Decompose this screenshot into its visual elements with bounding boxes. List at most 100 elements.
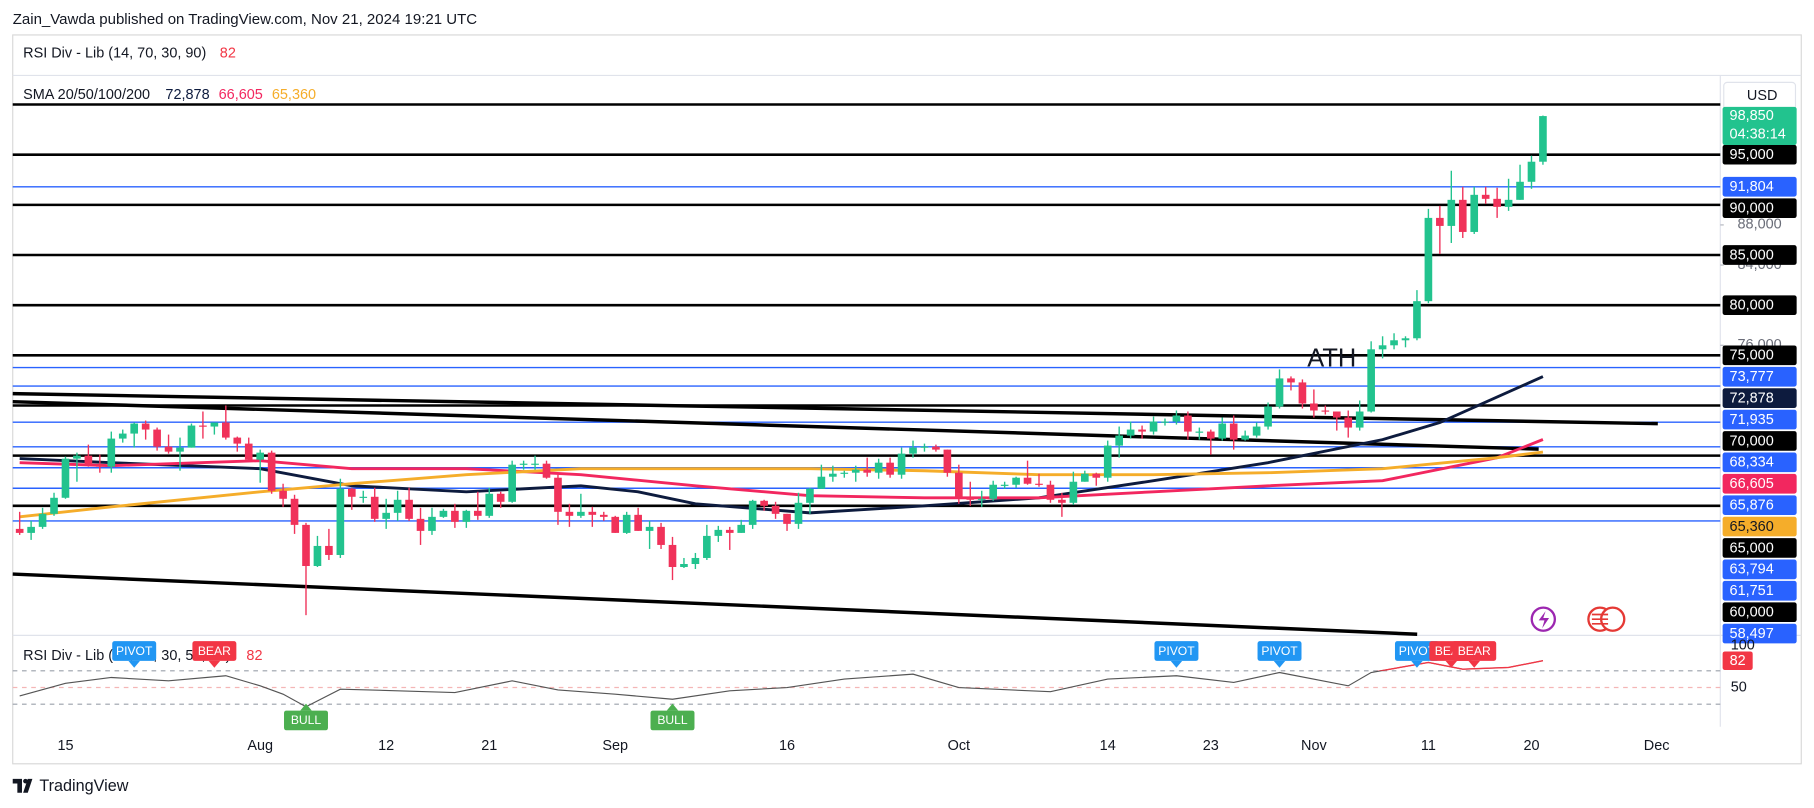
price-tag [1722,366,1797,387]
signal-label: PIVOT [1158,644,1195,658]
signal-box [1154,641,1199,661]
price-tag-label: 58,497 [1730,626,1774,642]
price-tag-label: 66,605 [1730,476,1774,492]
candle-body [118,433,127,439]
candle-body [164,446,173,452]
candle-body [1035,483,1043,485]
x-tick-label: 21 [481,738,497,754]
candle-body [1184,415,1192,432]
candle-body [325,545,333,555]
y-tick-label: 88,000 [1738,217,1782,233]
x-tick-label: 12 [378,738,394,754]
candle-body [748,500,757,525]
candle-body [1241,435,1249,440]
event-icons [1530,606,1626,632]
candle-body [886,462,894,475]
frame [12,34,1802,765]
logo-glyph [23,778,28,784]
rsi-value: 82 [246,648,262,664]
x-tick-label: Aug [247,738,273,754]
date-axis: 15 Aug 12 21 Sep 16 Oct 14 23 Nov 11 20 [57,738,1539,754]
candle-body [840,472,849,474]
candle-body [485,493,494,516]
candle-body [1458,199,1467,232]
legend-value: 66,605 [219,87,263,103]
candle-body [817,476,826,489]
candle-body [1287,378,1295,383]
candle-body [1069,481,1078,503]
candle-body [393,499,402,513]
price-tag-label: 63,794 [1730,562,1774,578]
candle-body [199,425,207,427]
candle-body [943,449,952,473]
candle-body [588,511,597,515]
candle-body [657,526,665,545]
candle-body [909,447,917,454]
candle-body [725,529,734,533]
candle-body [359,496,368,498]
candle-body [1436,217,1444,226]
publish-header: Zain_Vawda published on TradingView.com,… [13,11,478,28]
signal-box [1452,641,1497,661]
candle-body [244,443,253,460]
candle-body [703,535,711,558]
candle-body [1390,340,1398,346]
price-tag-label: 90,000 [1730,201,1774,217]
candle-body [794,502,803,524]
candle-body [1424,217,1433,302]
candle-body [1126,429,1135,436]
price-tag [1722,388,1797,408]
signal-label: BULL [291,713,322,727]
candle-body [737,524,746,533]
candle-body [1218,423,1227,439]
candle-body [267,452,276,491]
signal-label: BULL [657,713,688,727]
candle-body [554,477,562,512]
rsi-line [19,660,1544,708]
trendline [12,572,1418,636]
candle-body [1046,484,1055,500]
candle-body [508,464,516,502]
candle-body [691,557,700,564]
candle-body [1023,477,1032,484]
candle-body [1275,378,1284,407]
signal-pointer [1170,660,1183,668]
candle-body [1092,473,1101,478]
price-tag-label: 71,935 [1730,412,1774,428]
candle-body [50,497,58,514]
x-tick-label: 20 [1523,738,1539,754]
candle-body [1367,349,1375,412]
signal-pointer [300,703,312,711]
price-tag [1722,144,1797,165]
candle-body [1195,431,1204,433]
candle-body [439,510,448,517]
signal-box [650,710,695,731]
price-tag [1722,602,1797,622]
candle-body [233,437,242,444]
candle-body [96,464,104,467]
candle-body [187,425,196,448]
candle-body [73,455,81,459]
candle-body [1378,345,1387,350]
signal-pointer [1273,660,1286,668]
trendline [12,399,1539,451]
price-tag-label: 85,000 [1730,247,1774,263]
candle-body [416,518,425,531]
candle-body [863,469,872,473]
price-tag-label: 70,000 [1730,433,1774,449]
candle-body [920,446,929,448]
trendline [12,391,1658,426]
candle-body [966,497,975,500]
candle-body [210,422,219,427]
candle-body [1080,473,1089,482]
price-tag [1722,538,1797,558]
brand: TradingView [39,777,128,795]
candle-body [783,513,791,524]
rsi-tick-label: 100 [1731,638,1755,654]
signal-box [112,641,157,661]
candle-body [806,488,814,503]
candle-body [531,463,539,465]
price-tag [1722,580,1797,601]
candle-body [1149,421,1158,432]
